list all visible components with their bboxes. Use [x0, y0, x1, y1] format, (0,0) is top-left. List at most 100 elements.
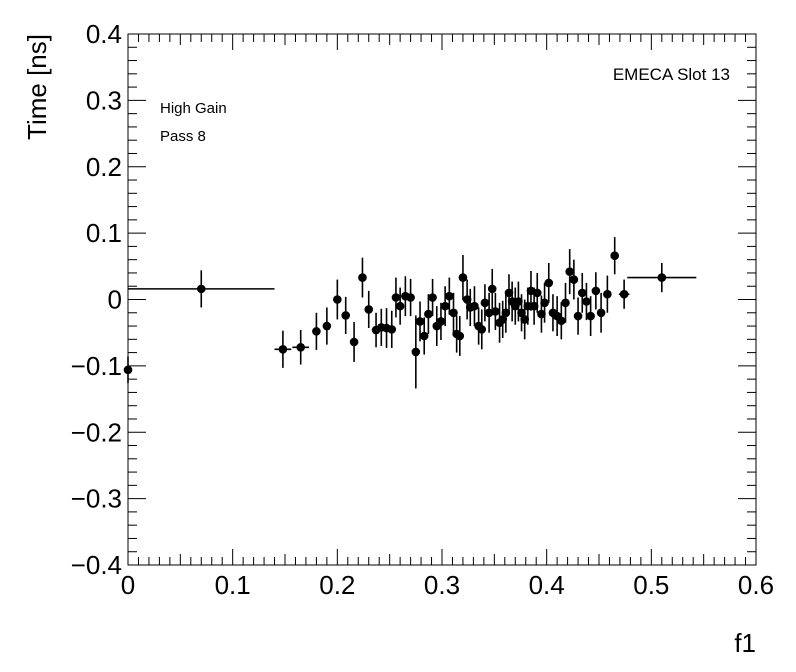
point-marker: [358, 273, 367, 282]
point-marker: [573, 311, 583, 321]
data-point: [504, 274, 514, 312]
point-marker: [322, 321, 332, 331]
x-axis-label: f1: [734, 628, 756, 658]
point-marker: [341, 311, 351, 320]
x-tick-label: 0.6: [738, 570, 774, 600]
data-point: [322, 307, 332, 345]
x-tick-label: 0.1: [215, 570, 251, 600]
y-tick-label: −0.2: [71, 417, 122, 447]
y-tick-label: 0.4: [86, 19, 122, 49]
point-marker: [586, 311, 595, 321]
data-point: [586, 296, 595, 337]
data-point: [419, 317, 429, 355]
y-tick-label: 0.2: [86, 152, 122, 182]
point-marker: [406, 293, 415, 302]
point-marker: [514, 297, 523, 306]
point-marker: [501, 308, 511, 318]
data-point: [358, 257, 367, 298]
data-point: [498, 300, 508, 338]
data-point: [428, 278, 437, 317]
point-marker: [458, 273, 468, 282]
point-marker: [504, 288, 514, 298]
point-marker: [333, 295, 342, 304]
point-marker: [565, 267, 574, 276]
data-point: [582, 282, 591, 321]
y-tick-label: 0.1: [86, 218, 122, 248]
point-marker: [395, 301, 405, 311]
data-point: [596, 292, 606, 333]
data-point: [455, 316, 465, 356]
annotation-gain: High Gain: [160, 100, 227, 117]
data-point: [565, 249, 574, 295]
annotation-slot: EMECA Slot 13: [613, 65, 730, 84]
point-marker: [449, 308, 458, 318]
data-point: [569, 259, 579, 300]
axis-ticks: [127, 33, 757, 566]
point-marker: [480, 298, 490, 308]
data-point: [532, 272, 542, 313]
point-marker: [561, 298, 570, 308]
data-point: [627, 262, 697, 293]
point-marker: [537, 309, 546, 319]
data-point: [462, 279, 472, 320]
data-point: [349, 322, 359, 362]
data-point: [573, 297, 583, 335]
data-point: [557, 302, 566, 340]
point-marker: [529, 301, 539, 311]
point-marker: [603, 289, 612, 299]
data-point: [477, 309, 487, 350]
point-marker: [517, 308, 526, 318]
point-marker: [428, 293, 437, 302]
point-marker: [123, 365, 133, 375]
data-point: [577, 272, 587, 313]
point-marker: [440, 301, 450, 311]
data-point: [312, 312, 321, 350]
data-point: [591, 272, 601, 310]
data-point: [618, 279, 630, 309]
data-point: [440, 286, 450, 327]
y-tick-label: −0.4: [71, 550, 122, 580]
tick-labels: 0 0.1 0.2 0.3 0.4 0.5 0.6 −0.4 −0.3 −0.2 −0.1 0 0.1 0…: [71, 19, 774, 600]
point-marker: [557, 316, 566, 326]
x-tick-label: 0.3: [424, 570, 460, 600]
point-marker: [577, 288, 587, 298]
x-tick-label: 0: [121, 570, 135, 600]
data-point: [424, 294, 433, 335]
point-marker: [196, 284, 206, 294]
point-marker: [415, 317, 425, 326]
point-marker: [540, 298, 549, 308]
point-marker: [436, 317, 446, 326]
x-tick-label: 0.5: [633, 570, 669, 600]
point-marker: [523, 301, 533, 311]
data-point: [387, 310, 397, 348]
x-tick-label: 0.2: [319, 570, 355, 600]
data-point: [458, 255, 468, 301]
y-tick-label: 0.3: [86, 85, 122, 115]
data-point: [436, 302, 446, 340]
data-point: [610, 237, 619, 275]
point-marker: [487, 284, 497, 294]
point-marker: [387, 325, 397, 334]
data-point: [491, 292, 500, 331]
point-marker: [591, 286, 601, 296]
data-point: [415, 301, 425, 342]
point-marker: [657, 273, 667, 282]
point-marker: [498, 315, 508, 324]
data-point: [333, 279, 342, 320]
annotation-pass: Pass 8: [160, 128, 206, 145]
data-point: [517, 294, 526, 332]
point-marker: [411, 347, 421, 357]
data-point: [470, 286, 479, 327]
point-marker: [596, 308, 606, 318]
point-marker: [462, 295, 472, 304]
point-marker: [532, 288, 542, 298]
data-point: [561, 282, 570, 323]
point-marker: [312, 327, 321, 336]
point-marker: [477, 325, 487, 334]
data-point: [501, 292, 511, 333]
data-point: [292, 330, 310, 365]
point-marker: [296, 342, 306, 352]
point-marker: [470, 301, 479, 311]
